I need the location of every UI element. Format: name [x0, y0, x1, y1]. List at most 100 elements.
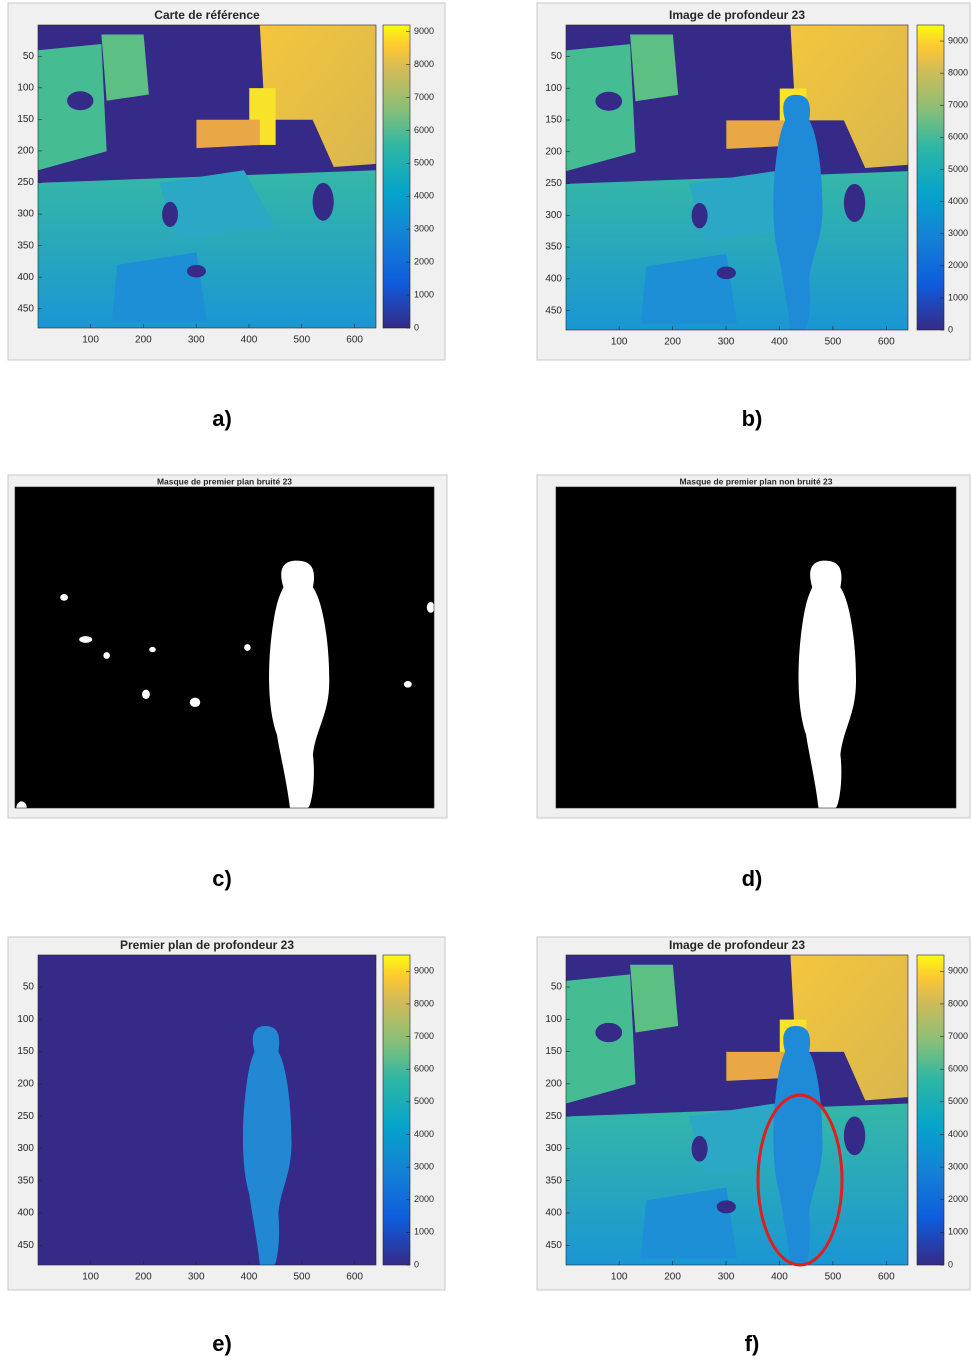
- y-tick-label: 200: [545, 146, 562, 157]
- y-tick-label: 300: [17, 209, 34, 220]
- y-tick-label: 50: [23, 51, 35, 62]
- colorbar-tick-label: 4000: [948, 1129, 968, 1139]
- panel-title: Carte de référence: [154, 8, 260, 22]
- colorbar: [382, 24, 411, 329]
- colorbar-tick-label: 4000: [414, 191, 434, 201]
- noise-blob: [426, 602, 434, 613]
- colorbar-tick-label: 7000: [414, 1031, 434, 1041]
- noise-blob: [244, 644, 251, 651]
- colorbar-tick-label: 8000: [948, 998, 968, 1008]
- y-tick-label: 250: [545, 178, 562, 189]
- colorbar-tick-label: 8000: [414, 998, 434, 1008]
- y-tick-label: 400: [17, 1208, 34, 1219]
- y-tick-label: 150: [17, 114, 34, 125]
- noise-blob: [16, 801, 27, 808]
- y-tick-label: 250: [17, 177, 34, 188]
- colorbar-tick-label: 1000: [948, 292, 968, 302]
- colorbar-tick-label: 4000: [948, 196, 968, 206]
- noise-blob: [79, 636, 93, 643]
- y-tick-label: 200: [17, 1078, 34, 1089]
- x-tick-label: 600: [346, 1272, 363, 1283]
- panel-title: Premier plan de profondeur 23: [120, 938, 294, 952]
- y-tick-label: 400: [17, 272, 34, 283]
- colorbar-tick-label: 0: [414, 1259, 419, 1269]
- y-tick-label: 150: [545, 115, 562, 126]
- y-tick-label: 150: [545, 1046, 562, 1057]
- colorbar-tick-label: 0: [414, 322, 419, 332]
- panel-caption: e): [212, 1331, 232, 1356]
- colorbar-tick-label: 4000: [414, 1129, 434, 1139]
- x-tick-label: 600: [878, 337, 895, 348]
- depth-image: [566, 955, 908, 1265]
- y-tick-label: 350: [545, 1175, 562, 1186]
- x-tick-label: 300: [718, 337, 735, 348]
- panel-title: Image de profondeur 23: [669, 938, 805, 952]
- x-tick-label: 300: [188, 1272, 205, 1283]
- noise-blob: [103, 652, 110, 659]
- colorbar-tick-label: 9000: [414, 966, 434, 976]
- panel-caption: d): [742, 866, 763, 891]
- y-tick-label: 400: [545, 273, 562, 284]
- colorbar-tick-label: 3000: [414, 224, 434, 234]
- colorbar-tick-label: 1000: [414, 1227, 434, 1237]
- colorbar-tick-label: 6000: [414, 1064, 434, 1074]
- colorbar: [916, 24, 945, 331]
- y-tick-label: 250: [17, 1111, 34, 1122]
- colorbar-tick-label: 3000: [948, 228, 968, 238]
- axes-box: [555, 486, 957, 809]
- y-tick-label: 100: [545, 1014, 562, 1025]
- y-tick-label: 350: [17, 1175, 34, 1186]
- y-tick-label: 250: [545, 1111, 562, 1122]
- colorbar-tick-label: 2000: [948, 1194, 968, 1204]
- x-tick-label: 500: [825, 1272, 842, 1283]
- depth-image: [38, 25, 376, 328]
- panel-title: Masque de premier plan non bruité 23: [679, 476, 832, 486]
- x-tick-label: 400: [241, 335, 258, 346]
- axes-box: [565, 24, 909, 331]
- background: [15, 487, 434, 808]
- image-plot: [15, 487, 434, 808]
- background: [556, 487, 956, 808]
- y-tick-label: 450: [17, 303, 34, 314]
- noise-blob: [403, 680, 412, 688]
- background: [38, 955, 376, 1265]
- colorbar-tick-label: 7000: [414, 92, 434, 102]
- y-tick-label: 350: [17, 240, 34, 251]
- colorbar-tick-label: 7000: [948, 100, 968, 110]
- colorbar-tick-label: 9000: [414, 26, 434, 36]
- y-tick-label: 400: [545, 1208, 562, 1219]
- y-tick-label: 200: [17, 146, 34, 157]
- depth-image: [566, 25, 908, 330]
- x-tick-label: 500: [825, 337, 842, 348]
- y-tick-label: 450: [545, 305, 562, 316]
- x-tick-label: 300: [718, 1272, 735, 1283]
- colorbar-tick-label: 6000: [948, 1064, 968, 1074]
- colorbar-tick-label: 8000: [414, 59, 434, 69]
- colorbar-tick-label: 5000: [414, 1096, 434, 1106]
- axes-box: [565, 954, 909, 1266]
- panel-caption: a): [212, 406, 232, 431]
- y-tick-label: 200: [545, 1078, 562, 1089]
- y-tick-label: 300: [545, 210, 562, 221]
- x-tick-label: 500: [293, 335, 310, 346]
- colorbar-tick-label: 2000: [948, 260, 968, 270]
- x-tick-label: 300: [188, 335, 205, 346]
- x-tick-label: 500: [293, 1272, 310, 1283]
- y-tick-label: 450: [545, 1240, 562, 1251]
- highlight-ellipse: [756, 1093, 844, 1267]
- colorbar-tick-label: 5000: [948, 164, 968, 174]
- panel-caption: b): [742, 406, 763, 431]
- y-tick-label: 100: [17, 82, 34, 93]
- y-tick-label: 350: [545, 242, 562, 253]
- y-tick-label: 450: [17, 1240, 34, 1251]
- image-plot: [38, 955, 376, 1265]
- colorbar-tick-label: 5000: [948, 1096, 968, 1106]
- axes-box: [37, 954, 377, 1266]
- x-tick-label: 600: [878, 1272, 895, 1283]
- colorbar: [916, 954, 945, 1266]
- x-tick-label: 200: [135, 335, 152, 346]
- colorbar-tick-label: 5000: [414, 158, 434, 168]
- noise-blob: [60, 594, 69, 601]
- y-tick-label: 300: [545, 1143, 562, 1154]
